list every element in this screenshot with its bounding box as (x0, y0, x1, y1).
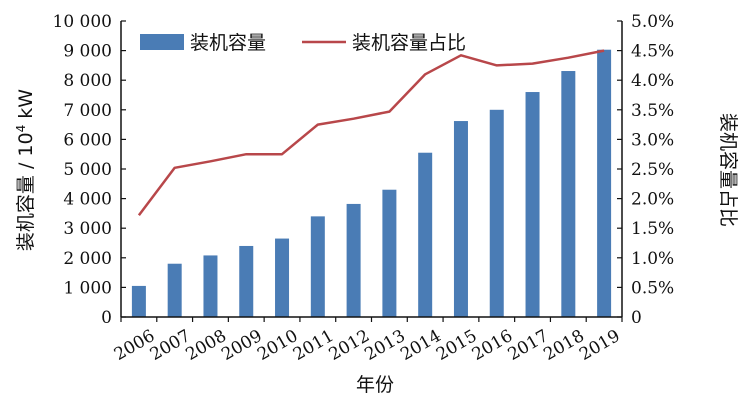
right-axis-title: 装机容量占比 (717, 113, 739, 227)
legend: 装机容量 装机容量占比 (140, 32, 466, 54)
left-axis-title-main: 装机容量 / 10 (15, 132, 37, 251)
bar-2008 (203, 255, 218, 317)
bar-2014 (418, 152, 433, 317)
bar-2012 (346, 203, 361, 317)
right-tick-label: 0.5% (631, 278, 674, 298)
bar-2015 (453, 121, 468, 317)
right-tick-label: 3.5% (631, 101, 674, 121)
bar-2019 (597, 49, 612, 317)
left-tick-label: 7 000 (63, 101, 112, 121)
right-tick-label: 5.0% (631, 12, 674, 32)
left-tick-label: 4 000 (63, 190, 112, 210)
axes (120, 21, 623, 318)
right-tick-label: 2.5% (631, 160, 674, 180)
bar-2010 (275, 238, 290, 317)
legend-bar-swatch (140, 34, 184, 50)
right-tick-label: 4.0% (631, 71, 674, 91)
x-axis-ticks: 2006200720082009201020112012201320142015… (111, 317, 624, 365)
bar-2011 (310, 216, 325, 317)
right-axis-ticks: 0 0.5% 1.0% 1.5% 2.0% 2.5% 3.0% 3.5% 4.0% 4.5% 5.0… (617, 12, 674, 328)
bar-2018 (561, 71, 576, 317)
left-tick-label: 1 000 (63, 278, 112, 298)
left-axis-title-sup: 4 (14, 125, 28, 133)
x-axis-title: 年份 (356, 374, 394, 396)
left-tick-label: 5 000 (63, 160, 112, 180)
bar-2017 (525, 92, 540, 317)
left-tick-label: 8 000 (63, 71, 112, 91)
right-tick-label: 0 (631, 308, 642, 328)
legend-bar-label: 装机容量 (190, 32, 266, 54)
right-tick-label: 1.0% (631, 249, 674, 269)
bar-2007 (167, 263, 182, 317)
left-tick-label: 2 000 (63, 249, 112, 269)
left-axis-title: 装机容量 / 104 kW (14, 89, 37, 251)
bar-2009 (239, 245, 254, 317)
x-tick-label: 2019 (576, 326, 623, 365)
right-tick-label: 3.0% (631, 130, 674, 150)
left-tick-label: 10 000 (53, 12, 112, 32)
left-tick-label: 3 000 (63, 219, 112, 239)
bar-2013 (382, 189, 397, 317)
right-tick-label: 2.0% (631, 190, 674, 210)
share-line (137, 49, 605, 216)
left-tick-label: 9 000 (63, 42, 112, 62)
right-tick-label: 4.5% (631, 42, 674, 62)
legend-line-label: 装机容量占比 (352, 32, 466, 54)
bar-2016 (489, 109, 504, 317)
bar-2006 (131, 285, 146, 317)
left-axis-title-unit: kW (15, 89, 37, 125)
bar-series (131, 49, 612, 317)
left-axis-ticks: 0 1 000 2 000 3 000 4 000 5 000 6 000 7 000 8 00… (53, 12, 126, 328)
left-tick-label: 0 (101, 308, 112, 328)
line-series (137, 49, 605, 216)
left-tick-label: 6 000 (63, 130, 112, 150)
right-tick-label: 1.5% (631, 219, 674, 239)
